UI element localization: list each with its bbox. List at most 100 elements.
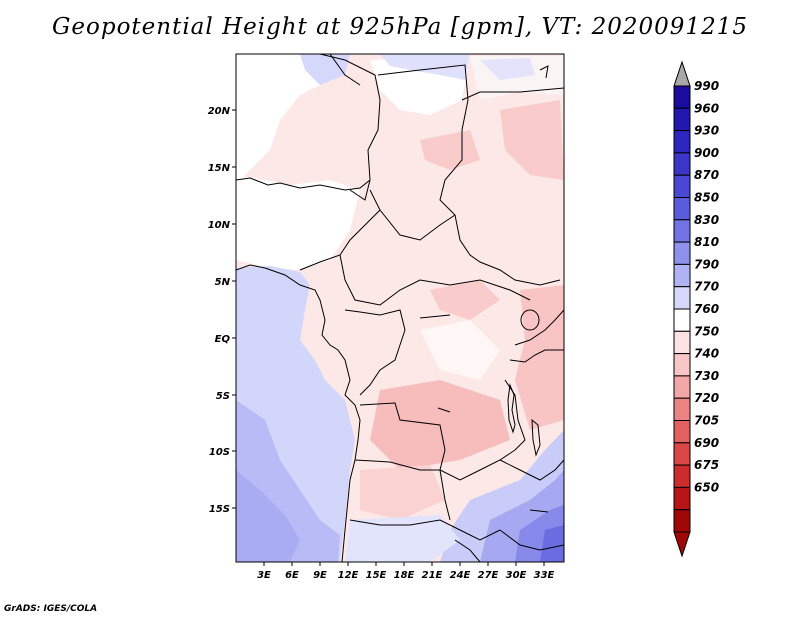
longitude-axis: 3E 6E 9E 12E 15E 18E 21E 24E 27E 30E 33E <box>257 562 555 581</box>
colorbar-cell <box>673 420 691 444</box>
field-south-band <box>345 515 460 562</box>
border-west-africa <box>236 54 381 191</box>
colorbar-cell <box>673 330 691 355</box>
lat-label-20n: 20N <box>208 106 231 117</box>
border-south-a <box>454 539 481 562</box>
colorbar-label: 705 <box>694 414 719 428</box>
colorbar-cell <box>673 286 691 310</box>
colorbar-label: 850 <box>694 191 719 205</box>
lat-label-eq: EQ <box>215 334 231 345</box>
colorbar-label: 900 <box>694 146 719 160</box>
colorbar-label: 690 <box>694 436 719 450</box>
colorbar-cell <box>673 486 691 511</box>
lon-label-30e: 30E <box>506 570 527 581</box>
lat-label-15n: 15N <box>208 163 231 174</box>
lake-tanganyika <box>507 383 516 434</box>
colorbar-label: 650 <box>694 480 719 494</box>
colorbar-labels: 990 960 930 900 870 850 830 810 790 770 760 750 740 7… <box>694 79 719 494</box>
lake-malawi <box>531 418 541 457</box>
colorbar-cells <box>673 85 691 533</box>
border-zambia-moz <box>499 459 564 481</box>
political-boundaries <box>236 54 564 562</box>
border-chad-car <box>379 209 456 241</box>
lat-label-5n: 5N <box>215 277 231 288</box>
field-ocean-deep-b <box>236 470 300 562</box>
field-pink-f <box>360 465 445 520</box>
border-zimbabwe <box>499 529 564 551</box>
lon-label-9e: 9E <box>313 570 327 581</box>
colorbar-label: 930 <box>694 124 719 138</box>
field-white-west <box>236 175 360 270</box>
border-kenya-tanzania <box>509 349 564 363</box>
border-chad-sudan <box>377 64 561 286</box>
lon-label-15e: 15E <box>366 570 387 581</box>
lon-label-24e: 24E <box>450 570 471 581</box>
river-congo-a <box>419 314 451 319</box>
colorbar-cell <box>673 464 691 488</box>
colorbar-cell <box>673 263 691 288</box>
colorbar-label: 760 <box>694 302 719 316</box>
border-north-a <box>329 54 361 86</box>
field-pink-c <box>430 280 500 320</box>
colorbar-label: 750 <box>694 324 719 338</box>
border-uganda <box>514 309 564 346</box>
grads-credit: GrADS: IGES/COLA <box>4 604 98 614</box>
field-white-nw <box>236 54 330 180</box>
border-angola-zambia <box>354 459 440 471</box>
colorbar-cell <box>673 442 691 466</box>
lat-label-5s: 5S <box>216 391 230 402</box>
lon-label-27e: 27E <box>478 570 499 581</box>
colorbar-cell <box>673 85 691 109</box>
border-angola-drc <box>359 402 516 481</box>
colorbar-cell <box>673 174 691 198</box>
colorbar-label: 730 <box>694 369 719 383</box>
border-congo <box>344 309 406 396</box>
lat-label-10s: 10S <box>209 447 230 458</box>
colorbar-label: 830 <box>694 213 719 227</box>
colorbar-label: 810 <box>694 235 719 249</box>
lake-victoria <box>520 309 540 331</box>
colorbar-cell <box>673 397 691 422</box>
coast-red-sea <box>539 65 549 79</box>
colorbar-label: 870 <box>694 168 719 182</box>
colorbar: 990 960 930 900 870 850 830 810 790 770 760 750 740 7… <box>673 60 719 558</box>
colorbar-cell <box>673 152 691 176</box>
lat-label-10n: 10N <box>208 220 231 231</box>
map-frame <box>235 53 565 563</box>
colorbar-label: 740 <box>694 347 719 361</box>
border-nigeria-niger <box>349 179 371 201</box>
lake-kariba <box>529 509 549 513</box>
colorbar-cell <box>673 308 691 332</box>
lon-label-21e: 21E <box>422 570 443 581</box>
lon-label-12e: 12E <box>338 570 359 581</box>
border-namibia-botswana <box>349 519 501 541</box>
colorbar-cell <box>673 241 691 265</box>
lon-label-18e: 18E <box>394 570 415 581</box>
lon-label-3e: 3E <box>257 570 271 581</box>
colorbar-label: 675 <box>694 458 719 472</box>
field-se-blue-d <box>540 525 564 562</box>
lat-label-15s: 15S <box>209 504 230 515</box>
field-blue-north-a <box>300 54 350 85</box>
coastline-west <box>236 264 361 562</box>
colorbar-label: 790 <box>694 257 719 271</box>
field-pink-e <box>515 285 564 430</box>
field-pink-b <box>500 100 564 180</box>
latitude-axis: 20N 15N 10N 5N EQ 5S 10S 15S <box>208 106 236 515</box>
field-white-center <box>420 320 500 380</box>
colorbar-label: 720 <box>694 391 719 405</box>
border-egypt-sudan <box>461 87 564 101</box>
colorbar-cell <box>673 107 691 132</box>
colorbar-label: 770 <box>694 280 719 294</box>
colorbar-cell <box>673 197 691 221</box>
border-zambia-west <box>439 469 451 521</box>
map-title: Geopotential Height at 925hPa [gpm], VT:… <box>52 14 748 40</box>
colorbar-cell <box>673 353 691 377</box>
colorbar-cell <box>673 219 691 243</box>
colorbar-bottom-triangle <box>673 531 691 558</box>
colorbar-label: 990 <box>694 79 719 93</box>
colorbar-cell <box>673 375 691 399</box>
lon-label-6e: 6E <box>285 570 299 581</box>
field-blue-north-b <box>380 54 470 80</box>
